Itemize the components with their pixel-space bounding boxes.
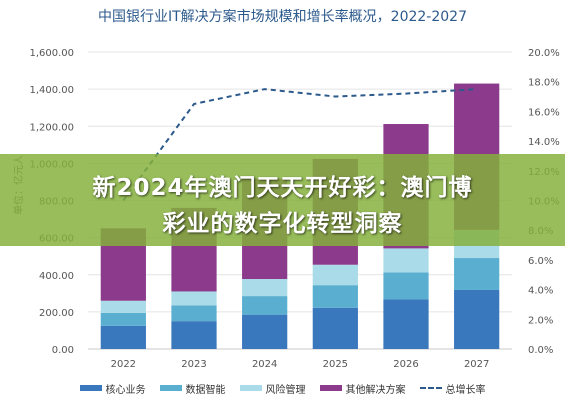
bar-segment [383, 299, 429, 349]
bar-segment [100, 325, 146, 349]
legend-label: 总增长率 [445, 384, 486, 396]
y2-tick-label: 18.0% [528, 78, 560, 89]
y-tick-label: 1,200.00 [29, 122, 74, 133]
x-tick-label: 2023 [181, 359, 206, 370]
bar-segment [383, 248, 429, 273]
y2-tick-label: 4.0% [528, 286, 553, 297]
legend-swatch [159, 385, 182, 391]
legend-label: 数据智能 [185, 384, 226, 396]
y2-tick-label: 6.0% [528, 256, 553, 267]
x-tick-label: 2024 [252, 359, 277, 370]
bar-segment [100, 312, 146, 326]
legend-item: 总增长率 [419, 380, 486, 396]
bar-segment [171, 291, 217, 306]
x-tick-label: 2025 [323, 359, 348, 370]
y-tick-label: 1,400.00 [29, 85, 74, 96]
legend-label: 风险管理 [265, 384, 306, 396]
legend-item: 风险管理 [239, 380, 306, 396]
legend-swatch [319, 385, 342, 391]
banner-line-2: 彩业的数字化转型洞察 [162, 211, 403, 237]
y2-tick-label: 20.0% [528, 48, 560, 59]
bar-segment [312, 285, 358, 308]
y2-tick-label: 0.0% [528, 345, 553, 356]
bar-segment [171, 321, 217, 349]
bar-segment [383, 272, 429, 300]
bar-segment [171, 305, 217, 322]
bar-segment [242, 314, 288, 349]
y2-tick-label: 2.0% [528, 315, 553, 326]
bar-segment [242, 279, 288, 297]
x-tick-label: 2026 [393, 359, 418, 370]
growth-line [122, 88, 477, 202]
banner-line-1: 新2024年澳门天天开好彩：澳门博 [92, 175, 473, 201]
legend-item: 其他解决方案 [319, 380, 406, 396]
y-tick-label: 1,600.00 [29, 48, 74, 59]
y-tick-label: 0.00 [52, 345, 74, 356]
legend-line-swatch [419, 387, 442, 389]
legend-label: 其他解决方案 [345, 384, 406, 396]
bar-segment [312, 264, 358, 286]
y-tick-label: 200.00 [39, 308, 74, 319]
x-tick-label: 2027 [464, 359, 489, 370]
bar-segment [242, 296, 288, 315]
legend-item: 核心业务 [79, 380, 146, 396]
legend-swatch [79, 385, 102, 391]
y2-tick-label: 16.0% [528, 107, 560, 118]
legend-swatch [239, 385, 262, 391]
legend-item: 数据智能 [159, 380, 226, 396]
legend-label: 核心业务 [105, 384, 146, 396]
x-tick-label: 2022 [111, 359, 136, 370]
legend: 核心业务 数据智能 风险管理 其他解决方案 总增长率 [0, 380, 565, 396]
y-tick-label: 400.00 [39, 271, 74, 282]
bar-segment [454, 289, 500, 349]
bar-segment [312, 307, 358, 349]
overlay-banner: 新2024年澳门天天开好彩：澳门博 彩业的数字化转型洞察 [0, 154, 565, 246]
chart-title: 中国银行业IT解决方案市场规模和增长率概况，2022-2027 [98, 9, 467, 25]
bar-segment [454, 258, 500, 290]
y2-tick-label: 14.0% [528, 137, 560, 148]
bar-segment [100, 300, 146, 313]
